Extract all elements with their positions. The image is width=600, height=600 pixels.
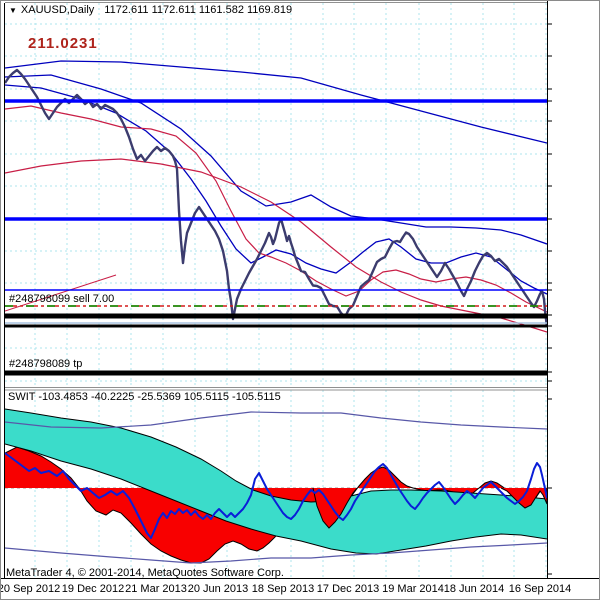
time-tick-label: 18 Sep 2013 xyxy=(251,583,315,595)
time-tick-label: 19 Mar 2014 xyxy=(382,583,444,595)
copyright-text: MetaTrader 4, © 2001-2014, MetaQuotes So… xyxy=(6,567,284,579)
price-scale[interactable]: 1910.6101828.1601748.1351668.1101588.085… xyxy=(547,1,599,579)
chart-header: ▼ XAUUSD,Daily 1172.611 1172.611 1161.582 … xyxy=(9,4,292,16)
symbol-marker-icon: ▼ xyxy=(9,6,17,15)
time-tick-label: 16 Sep 2014 xyxy=(508,583,572,595)
time-tick-label: 20 Sep 2012 xyxy=(0,583,61,595)
time-scale[interactable]: 20 Sep 2012 19 Dec 2012 21 Mar 2013 20 Jun … xyxy=(0,579,599,599)
symbol-timeframe-label: XAUUSD,Daily xyxy=(20,4,95,16)
time-tick-label: 21 Mar 2013 xyxy=(125,583,187,595)
sell-order-label[interactable]: #248798099 sell 7.00 xyxy=(9,293,115,305)
ohlc-quotes: 1172.611 1172.611 1161.582 1169.819 xyxy=(104,4,293,16)
time-tick-label: 19 Dec 2012 xyxy=(61,583,125,595)
time-tick-label: 20 Jun 2013 xyxy=(187,583,249,595)
big-price-label: 211.0231 xyxy=(28,35,98,52)
tp-order-label[interactable]: #248798089 tp xyxy=(9,358,83,370)
indicator-header: SWIT -103.4853 -40.2225 -25.5369 105.511… xyxy=(8,391,281,403)
time-tick-label: 17 Dec 2013 xyxy=(316,583,380,595)
time-tick-label: 18 Jun 2014 xyxy=(443,583,505,595)
